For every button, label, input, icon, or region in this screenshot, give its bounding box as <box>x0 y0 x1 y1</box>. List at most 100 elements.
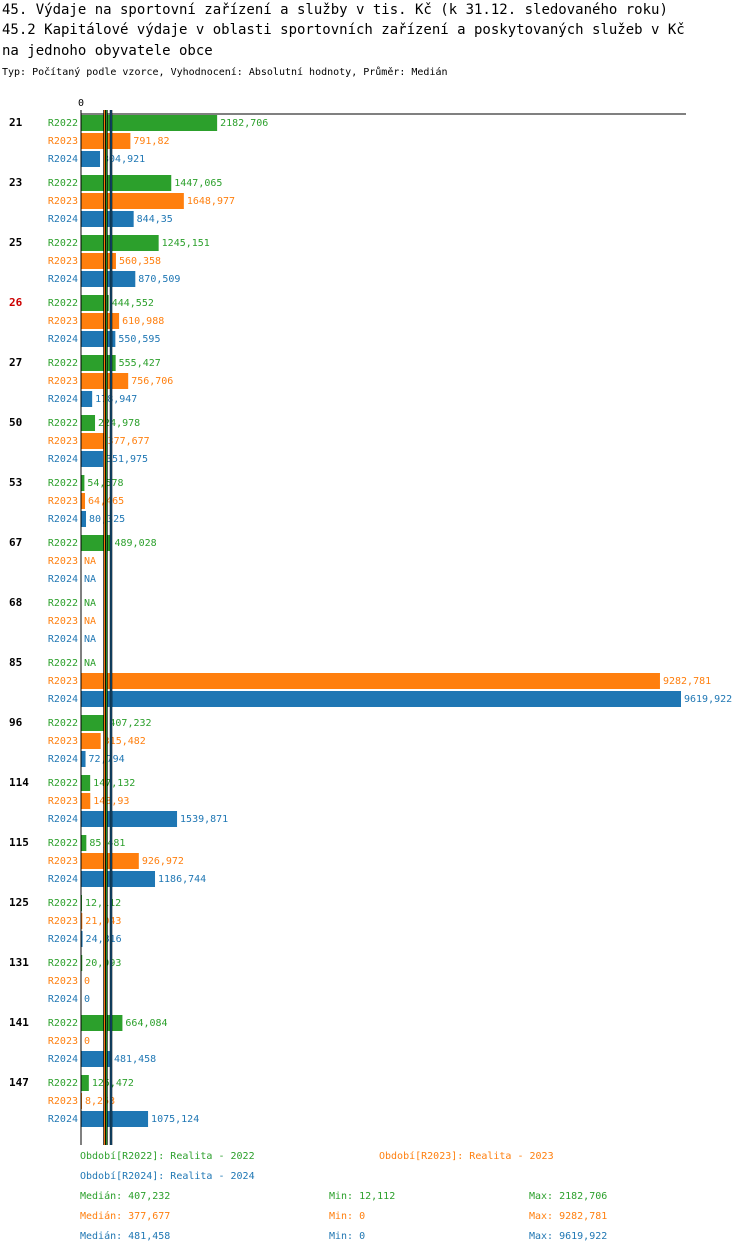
bar-50-R2024 <box>81 451 103 467</box>
stat-max-2024: Max: 9619,922 <box>529 1231 608 1242</box>
value-label-147-R2024: 1075,124 <box>151 1114 199 1125</box>
bar-23-R2023 <box>81 193 184 209</box>
bar-114-R2022 <box>81 775 91 791</box>
bar-96-R2023 <box>81 733 101 749</box>
series-label-147-R2023: R2023 <box>48 1096 78 1107</box>
series-label-85-R2023: R2023 <box>48 676 78 687</box>
value-label-27-R2024: 178,947 <box>95 394 137 405</box>
value-label-85-R2022: NA <box>84 658 96 669</box>
series-label-67-R2023: R2023 <box>48 556 78 567</box>
category-label-27: 27 <box>9 356 22 369</box>
value-label-67-R2024: NA <box>84 574 96 585</box>
series-label-68-R2023: R2023 <box>48 616 78 627</box>
series-label-23-R2022: R2022 <box>48 178 78 189</box>
series-label-21-R2024: R2024 <box>48 154 78 165</box>
series-label-115-R2024: R2024 <box>48 874 78 885</box>
value-label-67-R2022: 489,028 <box>115 538 157 549</box>
bar-25-R2022 <box>81 235 159 251</box>
series-label-114-R2023: R2023 <box>48 796 78 807</box>
category-label-50: 50 <box>9 416 22 429</box>
value-label-25-R2023: 560,358 <box>119 256 161 267</box>
bar-131-R2022 <box>81 955 83 971</box>
category-label-21: 21 <box>9 116 23 129</box>
series-label-53-R2023: R2023 <box>48 496 78 507</box>
bar-21-R2022 <box>81 115 218 131</box>
stat-median-2022: Medián: 407,232 <box>80 1191 171 1202</box>
bar-85-R2023 <box>81 673 660 689</box>
value-label-27-R2022: 555,427 <box>119 358 161 369</box>
bar-85-R2024 <box>81 691 681 707</box>
series-label-125-R2023: R2023 <box>48 916 78 927</box>
value-label-50-R2024: 351,975 <box>106 454 148 465</box>
bar-96-R2024 <box>81 751 86 767</box>
category-label-147: 147 <box>9 1076 29 1089</box>
value-label-141-R2022: 664,084 <box>125 1018 167 1029</box>
bar-125-R2024 <box>81 931 83 947</box>
legend-period-2022: Období[R2022]: Realita - 2022 <box>80 1151 255 1162</box>
value-label-25-R2022: 1245,151 <box>162 238 210 249</box>
bar-115-R2022 <box>81 835 87 851</box>
series-label-115-R2023: R2023 <box>48 856 78 867</box>
category-label-23: 23 <box>9 176 22 189</box>
value-label-21-R2024: 304,921 <box>103 154 145 165</box>
series-label-85-R2022: R2022 <box>48 658 78 669</box>
series-label-67-R2024: R2024 <box>48 574 78 585</box>
category-label-68: 68 <box>9 596 22 609</box>
series-label-27-R2023: R2023 <box>48 376 78 387</box>
value-label-96-R2023: 315,482 <box>104 736 146 747</box>
value-label-131-R2024: 0 <box>84 994 90 1005</box>
series-label-96-R2022: R2022 <box>48 718 78 729</box>
bar-147-R2022 <box>81 1075 89 1091</box>
bar-50-R2023 <box>81 433 105 449</box>
bar-chart: 0 21 R2022 2182,706 R2023 791,82 R2024 304,921 2… <box>9 98 732 1145</box>
series-label-27-R2022: R2022 <box>48 358 78 369</box>
stat-max-2022: Max: 2182,706 <box>529 1191 608 1202</box>
series-label-68-R2022: R2022 <box>48 598 78 609</box>
category-label-85: 85 <box>9 656 22 669</box>
series-label-50-R2023: R2023 <box>48 436 78 447</box>
value-label-21-R2022: 2182,706 <box>220 118 268 129</box>
bar-114-R2023 <box>81 793 91 809</box>
bar-50-R2022 <box>81 415 96 431</box>
value-label-23-R2024: 844,35 <box>137 214 173 225</box>
value-label-23-R2023: 1648,977 <box>187 196 235 207</box>
bar-115-R2024 <box>81 871 156 887</box>
chart-title-line2: 45.2 Kapitálové výdaje v oblasti sportov… <box>2 22 685 38</box>
series-label-50-R2022: R2022 <box>48 418 78 429</box>
series-label-96-R2024: R2024 <box>48 754 78 765</box>
value-label-50-R2022: 224,978 <box>98 418 140 429</box>
value-label-23-R2022: 1447,065 <box>174 178 222 189</box>
value-label-115-R2024: 1186,744 <box>158 874 206 885</box>
value-label-25-R2024: 870,509 <box>138 274 180 285</box>
value-label-68-R2024: NA <box>84 634 96 645</box>
series-label-131-R2024: R2024 <box>48 994 78 1005</box>
bar-147-R2024 <box>81 1111 149 1127</box>
category-label-67: 67 <box>9 536 22 549</box>
series-label-27-R2024: R2024 <box>48 394 78 405</box>
category-label-125: 125 <box>9 896 29 909</box>
axis-zero-label: 0 <box>78 98 84 109</box>
bar-53-R2022 <box>81 475 85 491</box>
series-label-50-R2024: R2024 <box>48 454 78 465</box>
series-label-23-R2023: R2023 <box>48 196 78 207</box>
value-label-85-R2024: 9619,922 <box>684 694 732 705</box>
series-label-125-R2024: R2024 <box>48 934 78 945</box>
series-label-147-R2024: R2024 <box>48 1114 78 1125</box>
series-label-53-R2024: R2024 <box>48 514 78 525</box>
chart-title-line3: na jednoho obyvatele obce <box>2 43 213 59</box>
category-label-114: 114 <box>9 776 29 789</box>
series-label-25-R2023: R2023 <box>48 256 78 267</box>
series-label-85-R2024: R2024 <box>48 694 78 705</box>
series-label-26-R2022: R2022 <box>48 298 78 309</box>
bar-114-R2024 <box>81 811 178 827</box>
series-label-96-R2023: R2023 <box>48 736 78 747</box>
category-label-141: 141 <box>9 1016 29 1029</box>
bar-125-R2023 <box>81 913 83 929</box>
series-label-141-R2022: R2022 <box>48 1018 78 1029</box>
series-label-141-R2024: R2024 <box>48 1054 78 1065</box>
bar-96-R2022 <box>81 715 107 731</box>
category-label-96: 96 <box>9 716 23 729</box>
series-label-131-R2023: R2023 <box>48 976 78 987</box>
value-label-114-R2024: 1539,871 <box>180 814 228 825</box>
value-label-68-R2022: NA <box>84 598 96 609</box>
